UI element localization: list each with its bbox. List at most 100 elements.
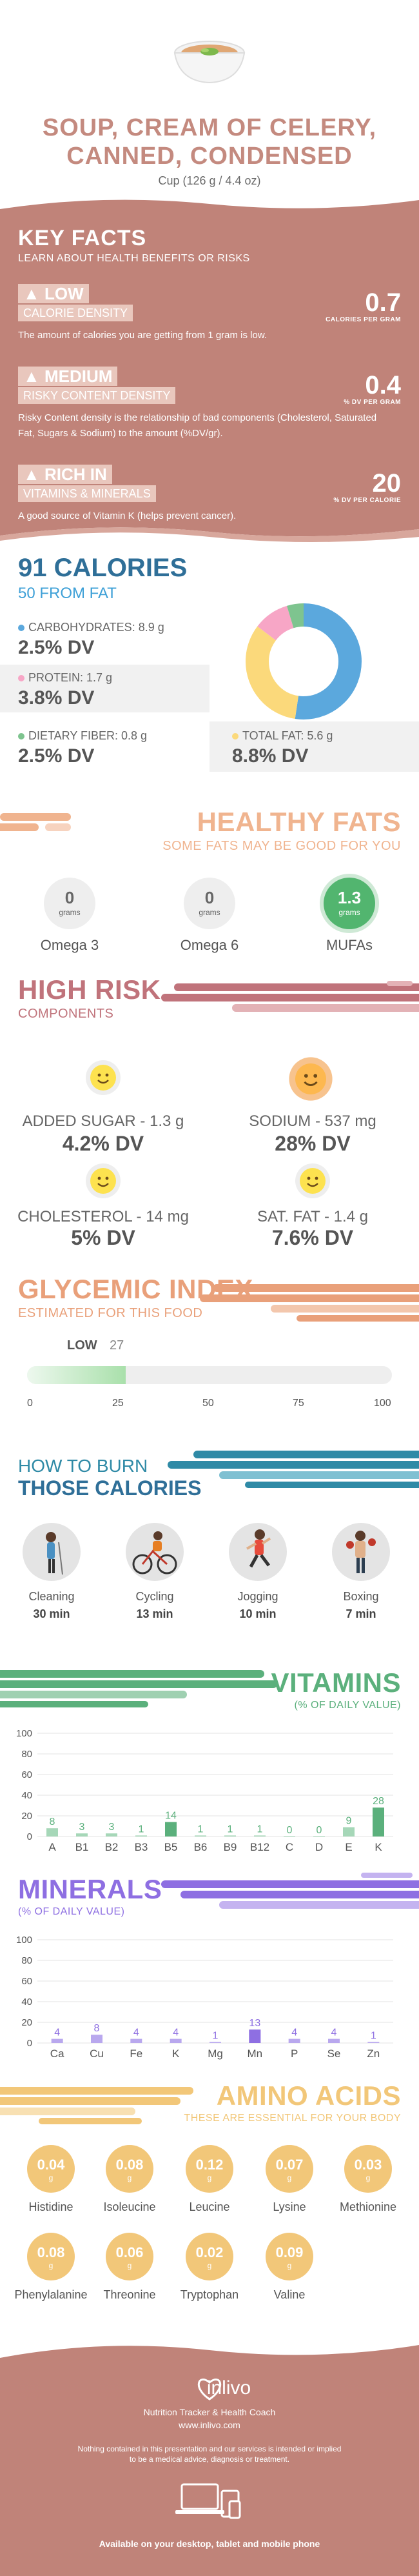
bar-value-label: 3	[79, 1822, 85, 1833]
amino-threonine: 0.06 g Threonine	[88, 2233, 171, 2302]
amino-acids-subtitle: THESE ARE ESSENTIAL FOR YOUR BODY	[184, 2113, 401, 2124]
glycemic-tick: 50	[202, 1398, 214, 1409]
amino-methionine: 0.03 g Methionine	[326, 2145, 410, 2214]
smile-icon	[289, 1057, 333, 1101]
footer-tagline: Nutrition Tracker & Health Coach	[143, 2407, 276, 2417]
burn-calories-section: HOW TO BURN THOSE CALORIES Cleaning 30 m…	[0, 1442, 419, 1661]
calories-title: 91 CALORIES	[18, 554, 188, 582]
y-tick-label: 20	[21, 1811, 32, 1822]
key-fact-label: RISKY CONTENT DENSITY	[18, 387, 176, 404]
omega6-label: Omega 6	[180, 937, 239, 953]
y-tick-label: 60	[21, 1976, 32, 1987]
soup-bowl-icon	[173, 41, 246, 84]
y-tick-label: 80	[21, 1955, 32, 1966]
header: SOUP, CREAM OF CELERY, CANNED, CONDENSED…	[0, 0, 419, 194]
vitamins-decoration	[0, 1670, 277, 1707]
bar-value-label: 0	[317, 1825, 322, 1836]
glycemic-subtitle: ESTIMATED FOR THIS FOOD	[18, 1306, 203, 1320]
footer-background	[0, 2345, 419, 2576]
omega3-label: Omega 3	[40, 937, 99, 953]
x-tick-label: K	[375, 1841, 382, 1853]
x-tick-label: Ca	[50, 2048, 64, 2060]
key-facts-subtitle: LEARN ABOUT HEALTH BENEFITS OR RISKS	[18, 253, 250, 264]
bar-value-label: 3	[109, 1822, 115, 1833]
bar-B2	[106, 1833, 117, 1836]
calories-from-fat: 50 FROM FAT	[18, 585, 117, 602]
y-tick-label: 0	[27, 2038, 32, 2049]
bar-E	[343, 1827, 355, 1836]
bar-Ca	[51, 2038, 63, 2043]
donut-slice-fat	[246, 603, 362, 719]
glycemic-tick: 25	[112, 1398, 124, 1409]
flame-icon: ▲	[23, 284, 40, 303]
flame-icon: ▲	[23, 367, 40, 386]
bar-value-label: 8	[50, 1816, 55, 1827]
burn-title-line2: THOSE CALORIES	[18, 1476, 202, 1500]
bar-value-label: 4	[133, 2028, 139, 2038]
key-fact-value: 0.7 CALORIES PER GRAM	[326, 288, 401, 323]
sodium-label: SODIUM - 537 mg	[249, 1112, 376, 1130]
minerals-bar-chart: 0 20 40 60 80 100 4 Ca 8 Cu 4 Fe 4 K 1 Mg 13 Mn 4 P 4 Se 1 Zn	[16, 1935, 393, 2060]
x-tick-label: Fe	[130, 2048, 142, 2060]
key-facts-section: KEY FACTS LEARN ABOUT HEALTH BENEFITS OR…	[0, 194, 419, 542]
bar-B9	[224, 1835, 236, 1836]
key-fact-risky-content: ▲ MEDIUM RISKY CONTENT DENSITY Risky Con…	[18, 367, 405, 441]
glycemic-decoration	[200, 1284, 419, 1322]
high-risk-title: HIGH RISK	[18, 974, 161, 1005]
smile-icon	[86, 1163, 121, 1198]
fat-color-dot	[232, 733, 239, 740]
activity-boxing: Boxing 7 min	[322, 1523, 400, 1621]
boxing-icon	[332, 1523, 390, 1581]
bar-value-label: 1	[198, 1824, 204, 1835]
footer-available: Available on your desktop, tablet and mo…	[99, 2539, 320, 2549]
burn-decoration	[168, 1451, 419, 1488]
inlivo-heart-icon	[197, 2379, 222, 2400]
cholesterol-label: CHOLESTEROL - 14 mg	[17, 1208, 189, 1225]
bar-Zn	[367, 2042, 380, 2043]
healthy-fats-subtitle: SOME FATS MAY BE GOOD FOR YOU	[162, 839, 401, 853]
macro-carbohydrates: CARBOHYDRATES: 8.9 g 2.5% DV	[18, 621, 164, 658]
amino-acids-section: AMINO ACIDS THESE ARE ESSENTIAL FOR YOUR…	[0, 2080, 419, 2339]
smile-icon	[295, 1163, 330, 1198]
x-tick-label: P	[291, 2048, 298, 2060]
y-tick-label: 20	[21, 2017, 32, 2028]
key-fact-description: A good source of Vitamin K (helps preven…	[18, 510, 237, 521]
footer-disclaimer-line1: Nothing contained in this presentation a…	[77, 2444, 342, 2453]
glycemic-tick: 100	[374, 1398, 391, 1409]
smile-icon	[86, 1060, 121, 1095]
x-tick-label: Zn	[367, 2048, 380, 2060]
x-tick-label: E	[345, 1841, 352, 1853]
healthy-fats-title: HEALTHY FATS	[197, 807, 401, 837]
key-fact-level: ▲ MEDIUM	[18, 367, 118, 386]
y-tick-label: 40	[21, 1997, 32, 2007]
bar-value-label: 28	[373, 1796, 384, 1807]
amino-histidine: 0.04 g Histidine	[9, 2145, 93, 2214]
omega3-circle: 0 grams	[44, 878, 95, 929]
macro-fat-bg	[210, 721, 419, 772]
amino-phenylalanine: 0.08 g Phenylalanine	[9, 2233, 93, 2302]
cycling-icon	[126, 1523, 184, 1581]
bar-B5	[165, 1822, 177, 1836]
sat-fat-label: SAT. FAT - 1.4 g	[257, 1208, 369, 1225]
x-tick-label: Mg	[208, 2048, 223, 2060]
key-fact-vitamins: ▲ RICH IN VITAMINS & MINERALS A good sou…	[18, 465, 405, 524]
key-fact-description: The amount of calories you are getting f…	[18, 330, 268, 341]
key-fact-level: ▲ RICH IN	[18, 465, 112, 484]
minerals-decoration	[161, 1873, 419, 1909]
x-tick-label: B6	[194, 1841, 208, 1853]
bar-value-label: 4	[291, 2028, 297, 2038]
macro-protein-bg	[0, 665, 210, 712]
minerals-title: MINERALS	[18, 1874, 162, 1904]
bar-value-label: 13	[249, 2018, 260, 2029]
high-risk-subtitle: COMPONENTS	[18, 1007, 114, 1021]
bar-value-label: 4	[173, 2028, 179, 2038]
footer-url[interactable]: www.inlivo.com	[179, 2420, 240, 2430]
footer: inlivo Nutrition Tracker & Health Coach …	[0, 2339, 419, 2576]
bar-value-label: 1	[228, 1824, 233, 1835]
key-fact-value: 20 % DV PER CALORIE	[333, 469, 401, 504]
cholesterol-dv: 5% DV	[71, 1226, 135, 1249]
bar-value-label: 8	[94, 2023, 100, 2034]
macro-total-fat: TOTAL FAT: 5.6 g 8.8% DV	[232, 729, 333, 767]
bar-B12	[254, 1835, 266, 1836]
